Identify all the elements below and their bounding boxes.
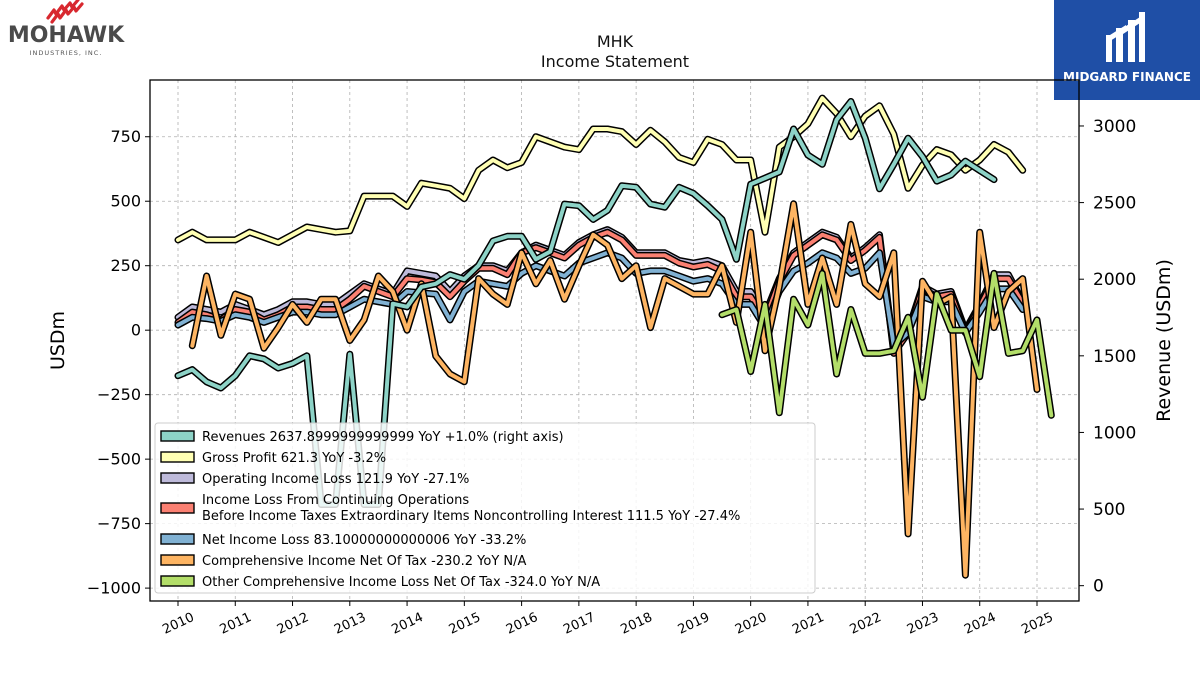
x-tick-label: 2010 [160,610,196,638]
mohawk-chevron-icon [46,0,84,24]
y-tick-label: 250 [110,256,141,275]
y-right-tick-label: 1500 [1093,347,1136,367]
legend-label: Gross Profit 621.3 YoY -3.2% [202,451,386,466]
y-right-tick-label: 500 [1093,500,1125,520]
y-tick-label: 0 [131,321,141,340]
x-tick-label: 2018 [618,610,654,638]
legend-label-line2: Before Income Taxes Extraordinary Items … [202,509,740,524]
x-tick-label: 2015 [447,610,483,638]
plot-frame [149,79,1080,602]
legend-swatch [160,554,195,566]
mohawk-tagline: INDUSTRIES, INC. [30,49,103,57]
mohawk-wordmark: MOHAWK [8,23,125,48]
y-right-axis-label: Revenue (USDm) [1153,259,1175,422]
y-right-tick-label: 2000 [1093,270,1136,290]
series-lines [174,94,1055,579]
series-4 [174,249,1027,350]
legend-swatch [160,502,195,514]
midgard-emblem-icon [1106,12,1145,62]
chart-subtitle: Income Statement [540,52,690,71]
y-tick-label: 750 [110,127,141,146]
y-tick-label: −1000 [87,579,141,598]
series-line [176,96,1025,245]
x-tick-label: 2021 [790,610,826,638]
mohawk-logo: MOHAWK INDUSTRIES, INC. [0,0,135,62]
x-tick-label: 2016 [504,610,540,638]
x-tick-label: 2023 [905,610,941,638]
x-tick-label: 2011 [218,610,254,638]
legend-label: Revenues 2637.8999999999999 YoY +1.0% (r… [202,430,564,445]
midgard-finance-logo: MIDGARD FINANCE [1054,0,1200,100]
midgard-wordmark: MIDGARD FINANCE [1063,70,1191,84]
series-5 [188,200,1041,579]
legend-swatch [160,451,195,463]
series-1 [174,94,1027,246]
y-tick-label: −750 [97,514,141,533]
legend-swatch [160,533,195,545]
legend-label: Other Comprehensive Income Loss Net Of T… [202,575,600,590]
legend-swatch [160,430,195,442]
y-right-tick-label: 3000 [1093,117,1136,137]
chart-title: MHK [596,32,634,51]
y-right-tick-label: 1000 [1093,423,1136,443]
y-tick-label: −250 [97,385,141,404]
legend-swatch [160,472,195,484]
legend-label: Net Income Loss 83.10000000000006 YoY -3… [202,533,526,548]
legend-box [154,422,816,594]
x-tick-label: 2022 [848,610,884,638]
x-tick-label: 2014 [389,610,425,638]
x-tick-label: 2012 [275,610,311,638]
series-outline [174,94,1027,246]
x-tick-label: 2017 [561,610,597,638]
x-tick-label: 2013 [332,610,368,638]
series-line [176,250,1025,348]
legend-label: Comprehensive Income Net Of Tax -230.2 Y… [202,554,527,569]
series-line [190,201,1039,578]
y-tick-label: 500 [110,192,141,211]
legend: Revenues 2637.8999999999999 YoY +1.0% (r… [154,422,816,594]
y-right-tick-label: 2500 [1093,194,1136,214]
series-line [720,271,1054,418]
x-tick-label: 2019 [676,610,712,638]
x-tick-label: 2024 [962,610,998,638]
legend-label: Income Loss From Continuing Operations [202,493,469,508]
y-right-tick-label: 0 [1093,577,1104,597]
series-6 [718,269,1055,419]
y-axis-label: USDm [47,311,69,370]
y-tick-label: −500 [97,450,141,469]
legend-swatch [160,575,195,587]
x-tick-label: 2020 [733,610,769,638]
x-tick-label: 2025 [1019,610,1055,638]
legend-label: Operating Income Loss 121.9 YoY -27.1% [202,472,469,487]
